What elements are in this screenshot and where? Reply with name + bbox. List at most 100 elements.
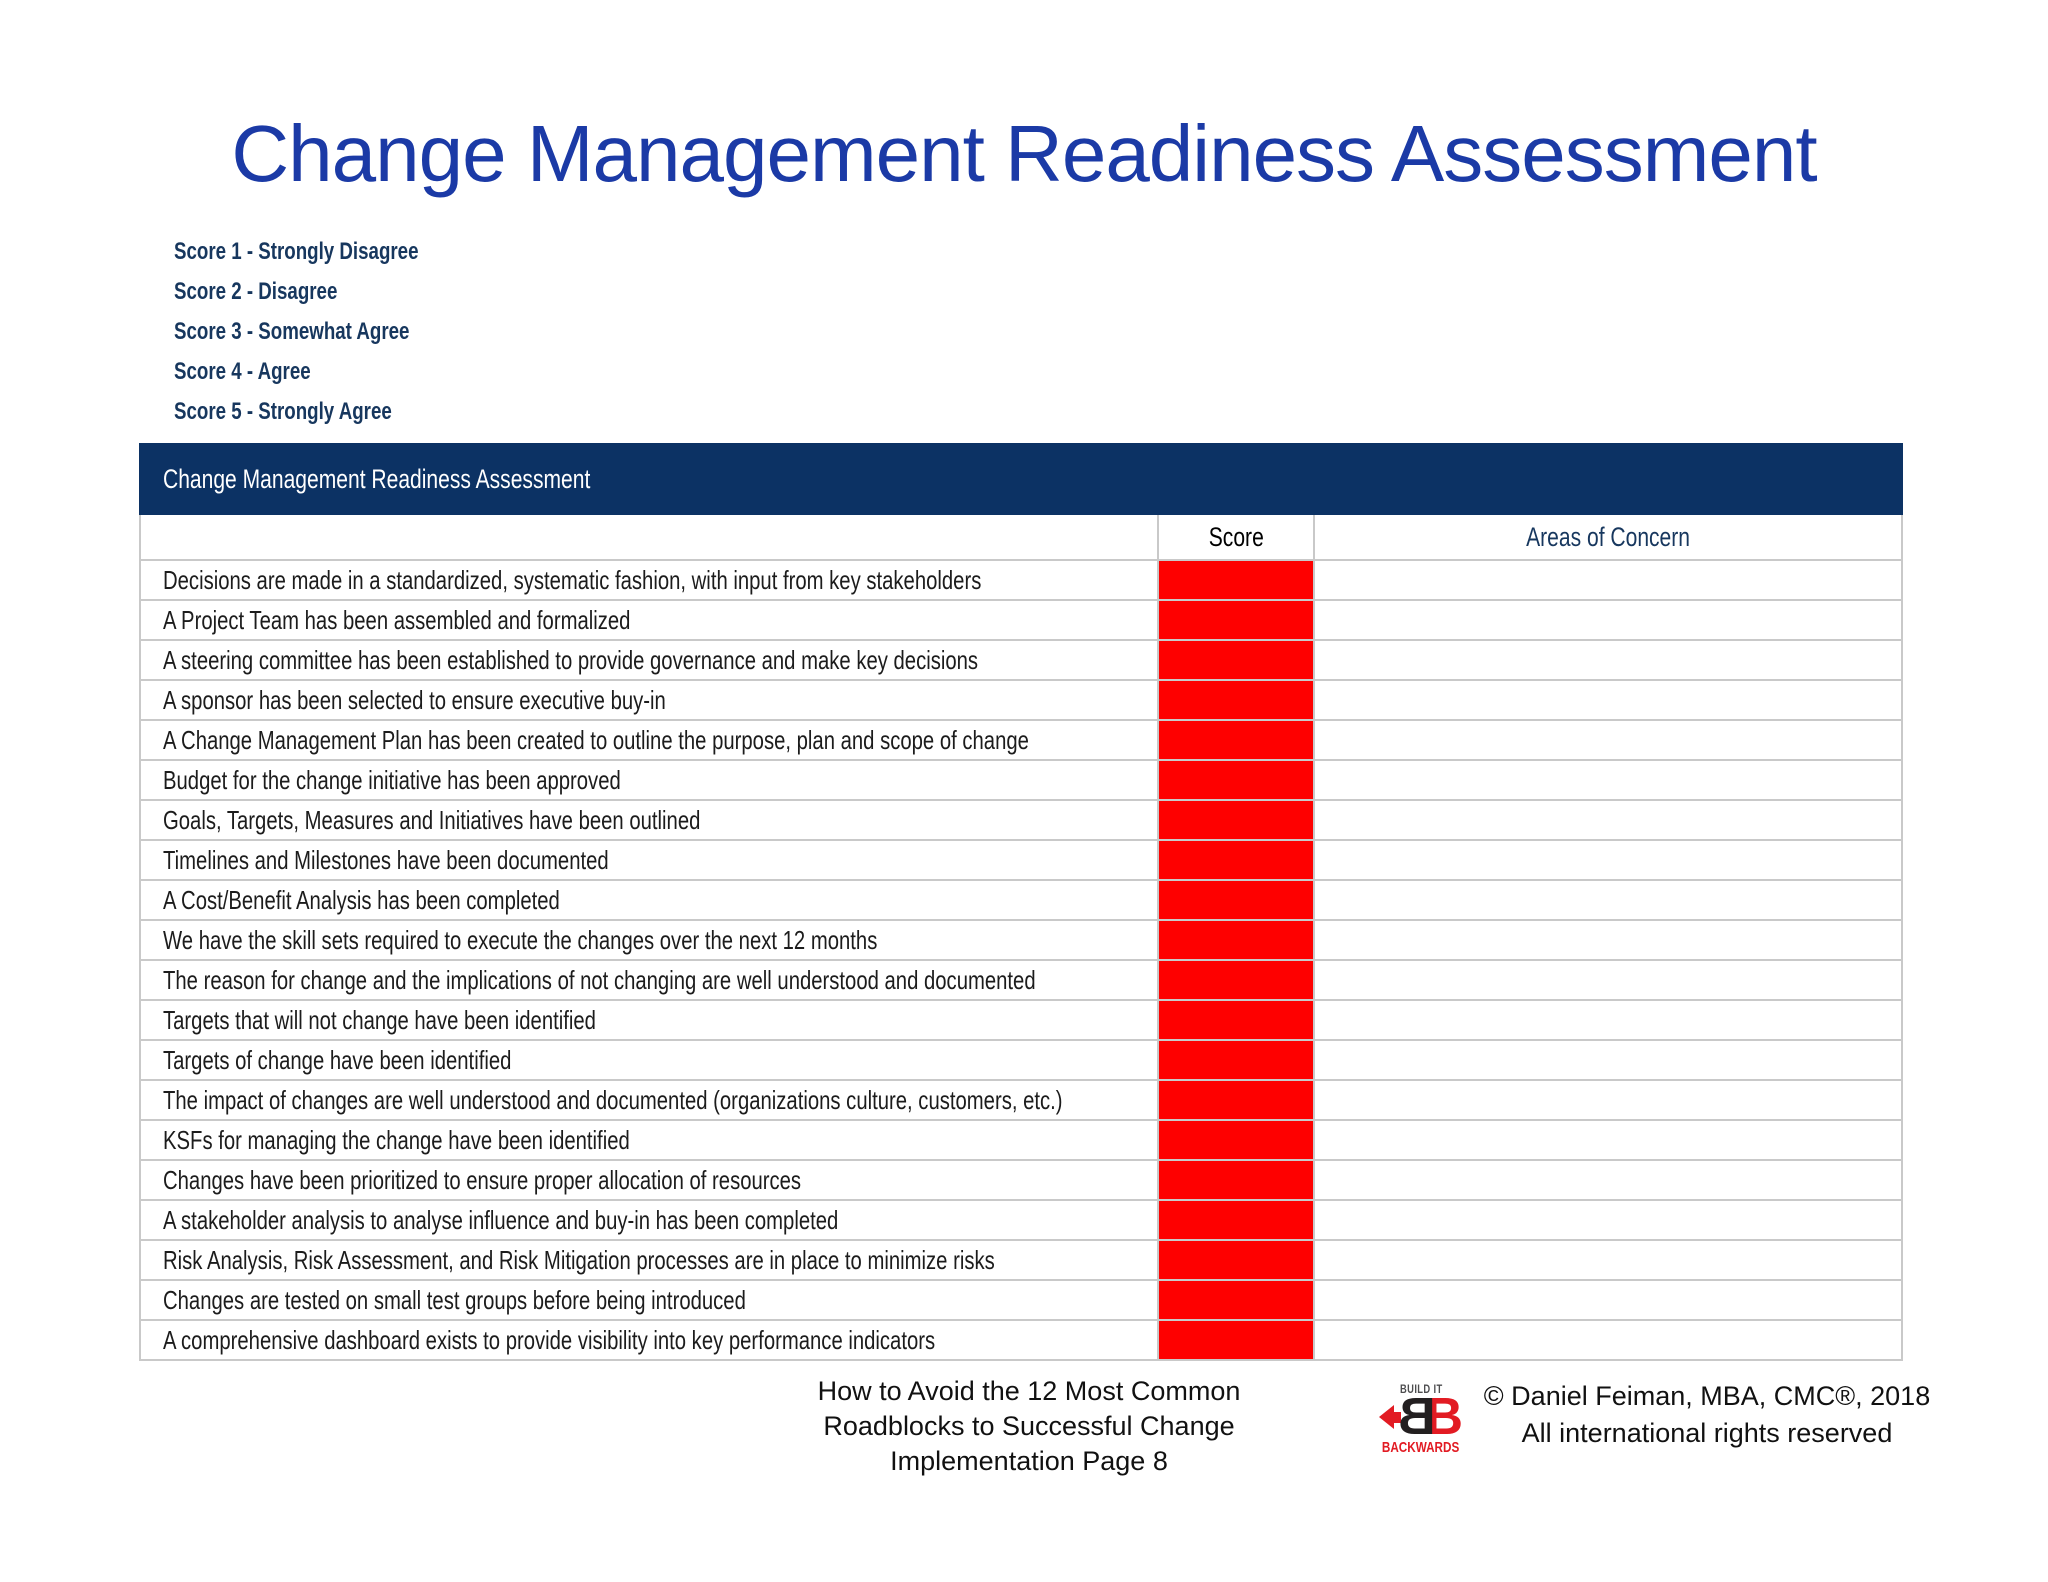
areas-of-concern-cell xyxy=(1313,559,1903,601)
footer-caption-line: How to Avoid the 12 Most Common xyxy=(817,1376,1241,1406)
table-row: A comprehensive dashboard exists to prov… xyxy=(139,1319,1903,1361)
legend-item: Score 2 - Disagree xyxy=(174,278,338,305)
assessment-item-cell: A Cost/Benefit Analysis has been complet… xyxy=(139,879,1159,921)
table-row: We have the skill sets required to execu… xyxy=(139,919,1903,961)
assessment-item-cell: A comprehensive dashboard exists to prov… xyxy=(139,1319,1159,1361)
areas-of-concern-cell xyxy=(1313,639,1903,681)
areas-of-concern-cell xyxy=(1313,1039,1903,1081)
table-row: Changes are tested on small test groups … xyxy=(139,1279,1903,1321)
assessment-item-cell: Timelines and Milestones have been docum… xyxy=(139,839,1159,881)
areas-of-concern-cell xyxy=(1313,1079,1903,1121)
score-cell xyxy=(1157,719,1315,761)
legend-item: Score 5 - Strongly Agree xyxy=(174,398,392,425)
table-row: Targets of change have been identified xyxy=(139,1039,1903,1081)
build-it-backwards-logo: BUILD IT B B BACKWARDS xyxy=(1365,1382,1477,1456)
logo-letters: B B xyxy=(1365,1388,1477,1446)
footer-caption-line: Implementation Page 8 xyxy=(890,1446,1168,1476)
assessment-item-cell: Targets of change have been identified xyxy=(139,1039,1159,1081)
areas-of-concern-cell xyxy=(1313,719,1903,761)
table-row: The reason for change and the implicatio… xyxy=(139,959,1903,1001)
table-row: A Project Team has been assembled and fo… xyxy=(139,599,1903,641)
areas-of-concern-column-header: Areas of Concern xyxy=(1313,513,1903,561)
assessment-item-cell: We have the skill sets required to execu… xyxy=(139,919,1159,961)
assessment-item-cell: The impact of changes are well understoo… xyxy=(139,1079,1159,1121)
assessment-table: Change Management Readiness Assessment S… xyxy=(139,443,1903,1361)
assessment-item-cell: A stakeholder analysis to analyse influe… xyxy=(139,1199,1159,1241)
score-cell xyxy=(1157,839,1315,881)
score-cell xyxy=(1157,1279,1315,1321)
assessment-item-cell: A Project Team has been assembled and fo… xyxy=(139,599,1159,641)
areas-of-concern-cell xyxy=(1313,1239,1903,1281)
areas-of-concern-cell xyxy=(1313,1279,1903,1321)
table-row: Goals, Targets, Measures and Initiatives… xyxy=(139,799,1903,841)
copyright-line: © Daniel Feiman, MBA, CMC®, 2018 xyxy=(1483,1381,1931,1411)
areas-of-concern-cell xyxy=(1313,799,1903,841)
areas-of-concern-cell xyxy=(1313,919,1903,961)
score-cell xyxy=(1157,1239,1315,1281)
areas-of-concern-cell xyxy=(1313,879,1903,921)
areas-of-concern-cell xyxy=(1313,999,1903,1041)
score-cell xyxy=(1157,1159,1315,1201)
column-header-row: Score Areas of Concern xyxy=(139,513,1903,561)
areas-of-concern-cell xyxy=(1313,1159,1903,1201)
table-title-bar: Change Management Readiness Assessment xyxy=(139,443,1903,515)
footer-caption-line: Roadblocks to Successful Change xyxy=(823,1411,1235,1441)
logo-letter-b: B xyxy=(1425,1388,1464,1446)
logo-build-it-text: BUILD IT xyxy=(1399,1382,1443,1396)
areas-of-concern-cell xyxy=(1313,1119,1903,1161)
table-row: A Cost/Benefit Analysis has been complet… xyxy=(139,879,1903,921)
assessment-item-cell: Goals, Targets, Measures and Initiatives… xyxy=(139,799,1159,841)
score-cell xyxy=(1157,679,1315,721)
logo-letter-b-reversed: B xyxy=(1397,1388,1436,1446)
score-cell xyxy=(1157,1119,1315,1161)
score-cell xyxy=(1157,1039,1315,1081)
copyright-notice: © Daniel Feiman, MBA, CMC®, 2018 All int… xyxy=(1482,1378,1932,1452)
assessment-item-cell: The reason for change and the implicatio… xyxy=(139,959,1159,1001)
assessment-item-cell: Decisions are made in a standardized, sy… xyxy=(139,559,1159,601)
score-column-header: Score xyxy=(1157,513,1315,561)
legend-item: Score 4 - Agree xyxy=(174,358,311,385)
legend-item: Score 1 - Strongly Disagree xyxy=(174,238,419,265)
score-cell xyxy=(1157,919,1315,961)
table-row: A stakeholder analysis to analyse influe… xyxy=(139,1199,1903,1241)
table-row: Timelines and Milestones have been docum… xyxy=(139,839,1903,881)
table-row: Risk Analysis, Risk Assessment, and Risk… xyxy=(139,1239,1903,1281)
score-cell xyxy=(1157,999,1315,1041)
score-cell xyxy=(1157,639,1315,681)
score-cell xyxy=(1157,959,1315,1001)
assessment-item-cell: KSFs for managing the change have been i… xyxy=(139,1119,1159,1161)
areas-of-concern-cell xyxy=(1313,599,1903,641)
assessment-table-body: Change Management Readiness Assessment S… xyxy=(139,443,1903,1361)
table-row: KSFs for managing the change have been i… xyxy=(139,1119,1903,1161)
assessment-item-cell: Targets that will not change have been i… xyxy=(139,999,1159,1041)
logo-backwards-text: BACKWARDS xyxy=(1382,1439,1460,1456)
areas-of-concern-cell xyxy=(1313,959,1903,1001)
score-cell xyxy=(1157,1319,1315,1361)
table-title: Change Management Readiness Assessment xyxy=(163,463,591,494)
table-row: Changes have been prioritized to ensure … xyxy=(139,1159,1903,1201)
areas-of-concern-cell xyxy=(1313,679,1903,721)
areas-of-concern-cell xyxy=(1313,1319,1903,1361)
table-row: A sponsor has been selected to ensure ex… xyxy=(139,679,1903,721)
assessment-item-cell: Changes are tested on small test groups … xyxy=(139,1279,1159,1321)
left-arrow-icon xyxy=(1378,1405,1401,1429)
areas-of-concern-cell xyxy=(1313,1199,1903,1241)
score-cell xyxy=(1157,879,1315,921)
score-cell xyxy=(1157,599,1315,641)
page-title: Change Management Readiness Assessment xyxy=(231,109,1817,198)
areas-of-concern-cell xyxy=(1313,839,1903,881)
table-row: A steering committee has been establishe… xyxy=(139,639,1903,681)
assessment-item-cell: A steering committee has been establishe… xyxy=(139,639,1159,681)
assessment-item-cell: Risk Analysis, Risk Assessment, and Risk… xyxy=(139,1239,1159,1281)
table-row: The impact of changes are well understoo… xyxy=(139,1079,1903,1121)
score-cell xyxy=(1157,759,1315,801)
assessment-item-cell: Budget for the change initiative has bee… xyxy=(139,759,1159,801)
table-row: Targets that will not change have been i… xyxy=(139,999,1903,1041)
table-row: Budget for the change initiative has bee… xyxy=(139,759,1903,801)
item-column-header xyxy=(139,513,1159,561)
footer-caption: How to Avoid the 12 Most Common Roadbloc… xyxy=(729,1374,1329,1479)
areas-of-concern-cell xyxy=(1313,759,1903,801)
score-cell xyxy=(1157,559,1315,601)
score-cell xyxy=(1157,1199,1315,1241)
